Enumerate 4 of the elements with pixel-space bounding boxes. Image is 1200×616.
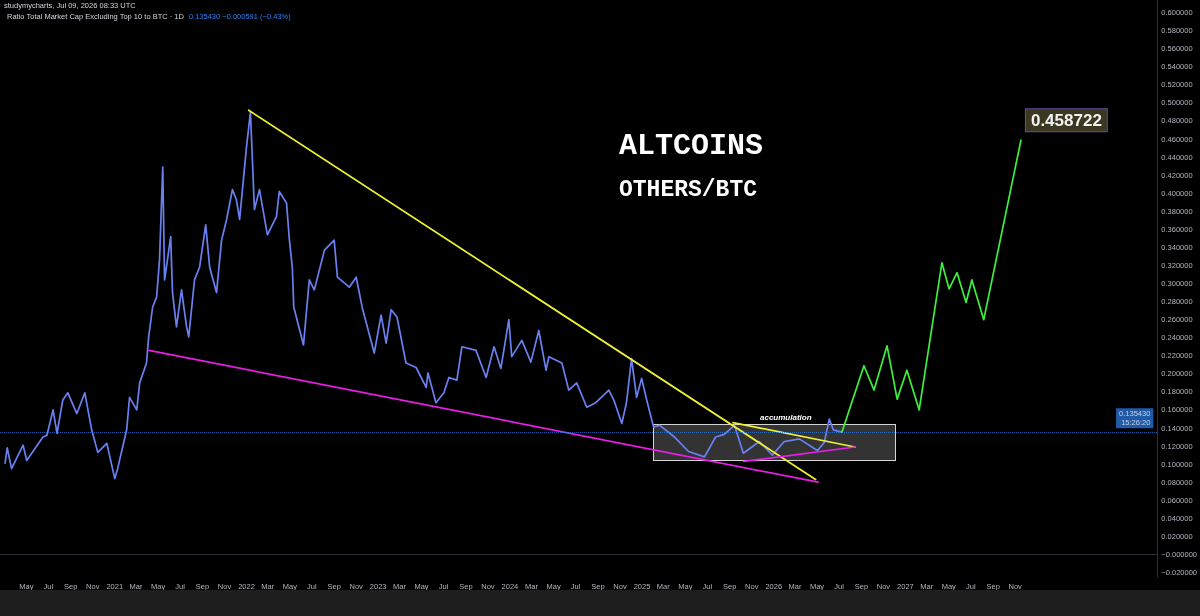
text: ALTCOINS <box>619 129 764 163</box>
text: OTHERS/BTC <box>619 176 758 203</box>
data-label: 0.458722 <box>1030 110 1102 130</box>
annotation: accumulation <box>760 413 812 422</box>
